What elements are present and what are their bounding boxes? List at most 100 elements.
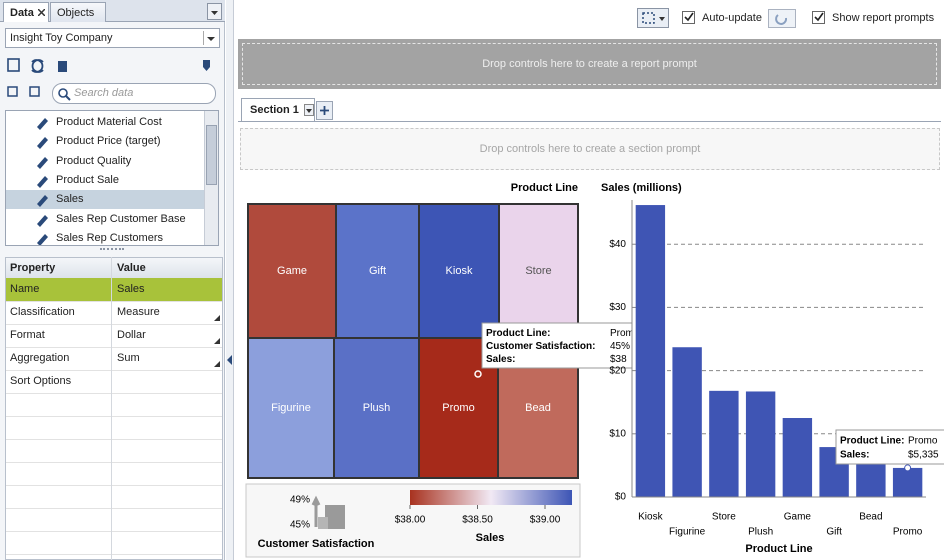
property-row[interactable]: Sort Options (6, 370, 222, 394)
bar[interactable] (709, 390, 739, 497)
data-item[interactable]: Product Quality (6, 152, 204, 171)
selected-data-item[interactable]: Sales (6, 190, 204, 210)
view-icons (7, 86, 40, 97)
collapse-arrow[interactable] (227, 355, 233, 365)
icon-shape (37, 137, 48, 150)
property-row[interactable]: Aggregation Sum (6, 347, 222, 371)
property-row (6, 485, 222, 509)
close-icon[interactable] (38, 9, 45, 16)
treemap-tile[interactable] (420, 205, 498, 337)
data-item-label: Product Sale (56, 173, 119, 186)
scrollbar[interactable] (204, 111, 218, 245)
indicator (214, 338, 220, 344)
refresh-icon[interactable] (31, 59, 44, 73)
x-tick-label: Bead (859, 512, 882, 523)
data-item[interactable]: Sales Rep Customer Base (6, 210, 204, 229)
scroll-thumb[interactable] (206, 125, 217, 185)
delete-icon[interactable] (58, 61, 67, 72)
property-row (6, 416, 222, 440)
y-tick-label: $20 (609, 365, 626, 376)
tab-label: Objects (57, 7, 95, 19)
bar[interactable] (856, 461, 886, 497)
tile-label: Kiosk (446, 265, 473, 277)
data-tab[interactable]: Data (3, 2, 49, 22)
section-menu-icon[interactable] (304, 104, 314, 116)
property-row (6, 393, 222, 417)
treemap-tile[interactable] (337, 205, 418, 337)
data-item[interactable]: Product Sale (6, 171, 204, 190)
measure-icon (37, 118, 48, 130)
zoom-button[interactable] (637, 8, 669, 28)
property-row[interactable]: Name Sales (6, 278, 222, 302)
panel-menu-button[interactable] (207, 3, 222, 20)
property-row (6, 508, 222, 532)
icon-shape (37, 118, 48, 130)
auto-update-label: Auto-update (702, 12, 762, 24)
section-tab[interactable]: Section 1 (241, 98, 315, 121)
data-item-label: Product Price (target) (56, 135, 161, 148)
objects-tab[interactable]: Objects (50, 2, 106, 22)
data-item-label: Sales Rep Customers (56, 231, 163, 244)
property-row[interactable]: Classification Measure (6, 301, 222, 325)
tooltip-value: $5,335 (908, 450, 939, 461)
search-box[interactable]: Search data (52, 83, 216, 104)
tooltip-key: Sales: (486, 354, 515, 365)
property-value: Measure (117, 306, 160, 318)
refresh-icon (775, 14, 788, 25)
main-area: Auto-update Show report prompts Drop con… (235, 0, 944, 560)
report-prompt-area[interactable]: Drop controls here to create a report pr… (238, 39, 941, 89)
bar[interactable] (635, 205, 666, 498)
property-row (6, 554, 222, 559)
panel-divider[interactable] (226, 0, 234, 560)
tooltip (835, 429, 944, 465)
bar[interactable] (745, 391, 776, 497)
data-item[interactable]: Product Material Cost (6, 113, 204, 132)
tooltip-key: Product Line: (486, 328, 550, 339)
tooltip-key: Sales: (840, 450, 869, 461)
tooltip-key: Customer Satisfaction: (486, 341, 595, 352)
show-prompts-label: Show report prompts (832, 12, 935, 24)
expand-icon[interactable] (7, 86, 18, 97)
property-row[interactable]: Format Dollar (6, 324, 222, 348)
x-tick-label: Gift (826, 527, 842, 538)
treemap-tile[interactable] (249, 339, 333, 477)
tooltip (481, 322, 653, 369)
section-prompt-area[interactable]: Drop controls here to create a section p… (240, 128, 940, 170)
data-item[interactable]: Product Price (target) (6, 132, 204, 151)
color-legend-label: $39.00 (530, 515, 561, 526)
indicator (214, 315, 220, 321)
bar[interactable] (892, 467, 923, 497)
x-tick-label: Plush (748, 527, 773, 538)
data-source-select[interactable]: Insight Toy Company (5, 28, 220, 48)
data-item-list: Product Material Cost Product Price (targ… (5, 110, 219, 246)
icon-shape (37, 214, 48, 227)
show-prompts-checkbox[interactable] (812, 11, 826, 25)
edit-indicator (214, 315, 220, 321)
add-section-button[interactable] (316, 101, 333, 120)
treemap-tile[interactable] (335, 339, 418, 477)
bar[interactable] (672, 347, 702, 497)
property-name: Name (10, 283, 40, 295)
x-tick-label: Figurine (669, 527, 706, 538)
zoom-icon (642, 12, 665, 24)
bar[interactable] (782, 418, 813, 497)
splitter[interactable] (100, 248, 124, 251)
y-tick-label: $40 (609, 239, 626, 250)
tooltip-key: Product Line: (840, 436, 904, 447)
auto-update-checkbox[interactable] (682, 11, 696, 25)
refresh-button[interactable] (768, 9, 796, 28)
data-item[interactable]: Sales Rep Customers (6, 229, 204, 245)
collapse-icon[interactable] (29, 86, 40, 97)
report-prompt-text: Drop controls here to create a report pr… (242, 43, 937, 85)
property-name: Classification (10, 306, 75, 318)
x-tick-label: Store (712, 512, 736, 523)
y-tick-label: $0 (615, 492, 627, 503)
add-icon[interactable] (7, 58, 20, 72)
property-name: Sort Options (10, 375, 72, 387)
treemap-tile[interactable] (249, 205, 335, 337)
treemap-tile[interactable] (500, 205, 577, 337)
filter-icon[interactable] (203, 60, 210, 71)
dropdown-arrow (203, 31, 215, 45)
property-value: Sales (117, 283, 145, 295)
